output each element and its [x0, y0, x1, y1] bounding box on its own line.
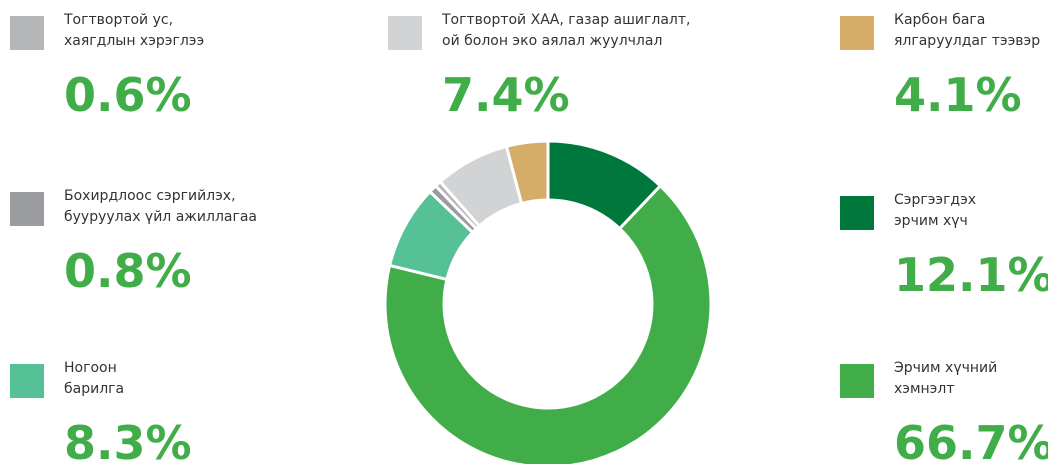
- value-label: 66.7%: [894, 416, 1048, 464]
- slice: [383, 183, 713, 464]
- legend-swatch: [10, 364, 44, 398]
- value-label: 7.4%: [442, 68, 570, 122]
- legend-label: Ногоон барилга: [64, 360, 125, 397]
- legend-swatch: [388, 16, 422, 50]
- legend-label: Сэргээгдэх эрчим хүч: [894, 192, 977, 229]
- legend-swatch: [840, 364, 874, 398]
- value-label: 0.8%: [64, 244, 192, 298]
- legend-swatch: [840, 196, 874, 230]
- slice: [504, 139, 550, 206]
- value-label: 8.3%: [64, 416, 192, 464]
- value-label: 4.1%: [894, 68, 1022, 122]
- legend-swatch: [840, 16, 874, 50]
- legend-label: Тогтвортой ус, хаягдлын хэрэглээ: [64, 12, 205, 49]
- legend-label: Карбон бага ялгаруулдаг тээвэр: [894, 12, 1041, 49]
- value-label: 0.6%: [64, 68, 192, 122]
- legend-swatch: [10, 192, 44, 226]
- legend-swatch: [10, 16, 44, 50]
- value-label: 12.1%: [894, 248, 1048, 302]
- legend-label: Тогтвортой ХАА, газар ашиглалт, ой болон…: [442, 12, 691, 49]
- legend-label: Бохирдлоос сэргийлэх, бууруулах үйл ажил…: [64, 188, 257, 225]
- legend-label: Эрчим хүчний хэмнэлт: [894, 360, 998, 397]
